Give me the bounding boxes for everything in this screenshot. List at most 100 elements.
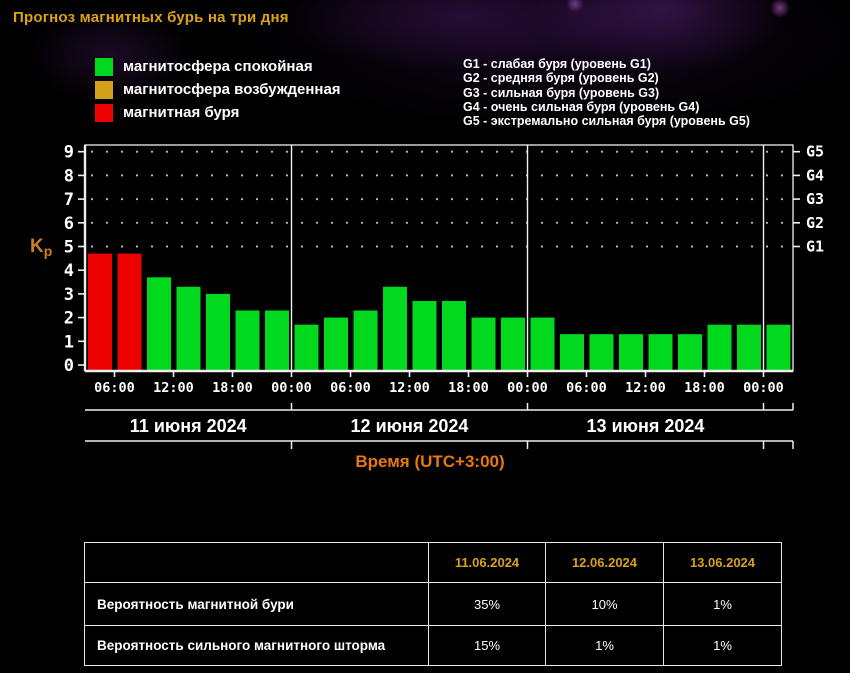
kp-axis-label: Kр [30, 236, 52, 259]
chart-text: G4 [806, 166, 824, 184]
chart-text: 6 [64, 214, 74, 234]
kp-bar [235, 310, 260, 371]
gridline-dot [555, 150, 559, 153]
gridline-dot [165, 174, 169, 177]
gridline-dot [435, 245, 439, 248]
gridline-dot [645, 150, 649, 153]
gridline-dot [360, 245, 364, 248]
gridline-dot [480, 150, 484, 153]
gridline-dot [180, 221, 184, 224]
chart-text: 3 [64, 285, 74, 305]
gridline-dot [195, 174, 199, 177]
gridline-dot [390, 221, 394, 224]
gridline-dot [765, 245, 769, 248]
gridline-dot [780, 150, 784, 153]
gridline-dot [690, 245, 694, 248]
chart-text: 18:00 [212, 380, 253, 396]
gridline-dot [345, 221, 349, 224]
gridline-dot [390, 245, 394, 248]
kp-bar [294, 324, 319, 371]
table-cell-value: 10% [545, 582, 664, 626]
gridline-dot [765, 150, 769, 153]
gridline-dot [120, 221, 124, 224]
gridline-dot [105, 174, 109, 177]
gridline-dot [330, 150, 334, 153]
gridline-dot [555, 174, 559, 177]
gridline-dot [735, 221, 739, 224]
time-axis-caption: Время (UTC+3:00) [355, 452, 504, 471]
gridline-dot [315, 150, 319, 153]
gridline-dot [690, 174, 694, 177]
legend-label-storm: магнитная буря [123, 104, 240, 121]
gridline-dot [600, 245, 604, 248]
gridline-dot [480, 245, 484, 248]
gridline-dot [240, 174, 244, 177]
gridline-dot [330, 198, 334, 201]
kp-bar [766, 324, 791, 371]
gridline-dot [735, 174, 739, 177]
gridline-dot [495, 198, 499, 201]
gridline-dot [105, 198, 109, 201]
gridline-dot [405, 245, 409, 248]
gridline-dot [780, 174, 784, 177]
kp-bar [442, 301, 466, 371]
gridline-dot [465, 174, 469, 177]
chart-text: 18:00 [448, 380, 489, 396]
gridline-dot [315, 245, 319, 248]
gridline-dot [210, 150, 214, 153]
gridline-dot [735, 150, 739, 153]
gridline-dot [420, 174, 424, 177]
gridline-dot [360, 198, 364, 201]
gridline-dot [660, 150, 664, 153]
gridline-dot [165, 150, 169, 153]
gridline-dot [315, 221, 319, 224]
kp-bar [88, 253, 112, 371]
gridline-dot [435, 174, 439, 177]
g2-description: G2 - средняя буря (уровень G2) [463, 71, 659, 86]
gridline-dot [420, 221, 424, 224]
gridline-dot [585, 198, 589, 201]
chart-text: 06:00 [94, 380, 135, 396]
gridline-dot [240, 221, 244, 224]
gridline-dot [720, 198, 724, 201]
gridline-dot [375, 221, 379, 224]
gridline-dot [705, 221, 709, 224]
gridline-dot [540, 198, 544, 201]
gridline-dot [570, 198, 574, 201]
storm-color-swatch [95, 104, 113, 122]
gridline-dot [225, 245, 229, 248]
storm-probability-table: 11.06.2024 12.06.2024 13.06.2024 Вероятнос… [84, 542, 782, 666]
kp-bar [324, 317, 348, 371]
gridline-dot [255, 174, 259, 177]
gridline-dot [270, 198, 274, 201]
gridline-dot [345, 150, 349, 153]
gridline-dot [585, 221, 589, 224]
gridline-dot [330, 245, 334, 248]
chart-text: 00:00 [271, 380, 312, 396]
legend-item-excited: магнитосфера возбужденная [95, 81, 341, 99]
gridline-dot [480, 221, 484, 224]
gridline-dot [765, 221, 769, 224]
gridline-dot [105, 150, 109, 153]
gridline-dot [510, 174, 514, 177]
kp-bar [206, 293, 230, 371]
gridline-dot [615, 221, 619, 224]
gridline-dot [540, 174, 544, 177]
table-row-label: Вероятность магнитной бури [84, 582, 429, 626]
chart-text: G5 [806, 143, 824, 161]
gridline-dot [135, 245, 139, 248]
gridline-dot [675, 245, 679, 248]
gridline-dot [600, 221, 604, 224]
gridline-dot [210, 198, 214, 201]
gridline-dot [135, 221, 139, 224]
gridline-dot [345, 174, 349, 177]
gridline-dot [90, 245, 94, 248]
date-band-label: 12 июня 2024 [351, 416, 469, 436]
date-band-label: 11 июня 2024 [130, 416, 247, 436]
gridline-dot [705, 150, 709, 153]
gridline-dot [465, 245, 469, 248]
gridline-dot [420, 245, 424, 248]
chart-text: 0 [64, 356, 74, 376]
gridline-dot [240, 198, 244, 201]
